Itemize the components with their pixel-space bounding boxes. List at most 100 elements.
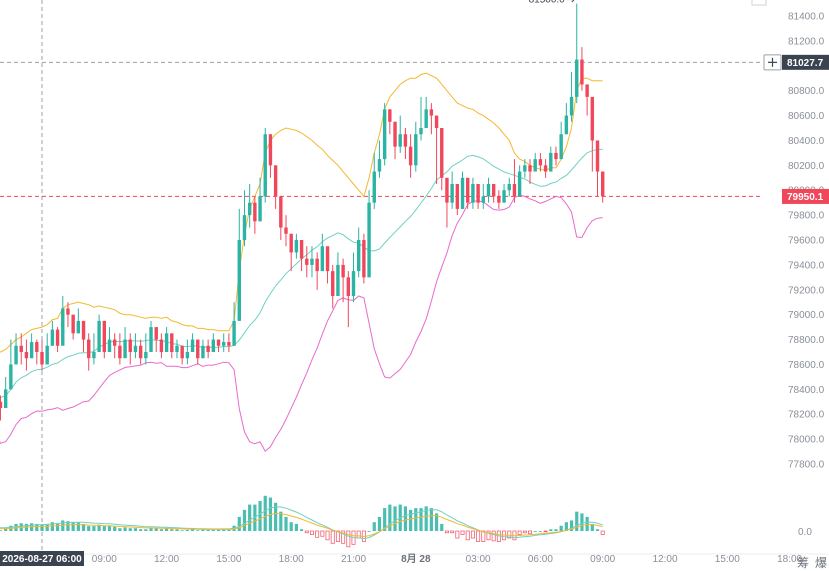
histogram-bar	[102, 526, 106, 531]
candle	[372, 152, 376, 209]
x-tick-label: 15:00	[715, 554, 740, 565]
candle	[128, 333, 132, 365]
histogram-bar	[585, 516, 589, 531]
candle	[279, 196, 283, 240]
candle-body	[580, 59, 584, 85]
candle-body	[206, 345, 210, 352]
histogram-bar	[403, 506, 408, 531]
histogram-bar	[383, 508, 387, 531]
histogram-bar	[107, 526, 112, 531]
histogram-bar	[144, 529, 148, 531]
histogram-bar	[569, 520, 574, 531]
bollinger-middle-line	[0, 148, 603, 399]
candle	[211, 333, 216, 352]
candle	[523, 159, 527, 178]
histogram-bar	[139, 529, 143, 531]
candle-body	[299, 240, 304, 259]
candle	[460, 171, 465, 209]
y-tick-label: 79600.0	[788, 236, 825, 247]
current-price-tag: 79950.1	[782, 188, 829, 204]
x-tick-label: 12:00	[652, 554, 677, 565]
candle-body	[247, 202, 252, 216]
candle	[45, 333, 49, 365]
candle-body	[81, 320, 86, 340]
indicator-histogram: 0.0	[0, 495, 812, 548]
chips-icon[interactable]: 筹	[797, 556, 809, 570]
candle-body	[216, 339, 221, 346]
histogram-bar	[434, 513, 439, 531]
histogram-bar	[258, 501, 262, 531]
y-axis: 81400.081200.081000.080800.080600.080400…	[788, 12, 825, 471]
histogram-bar	[71, 522, 75, 531]
histogram-bar	[481, 530, 486, 542]
candle-body	[164, 333, 169, 352]
candle-body	[523, 165, 527, 172]
candle-body	[564, 115, 569, 135]
histogram-bar	[294, 523, 298, 531]
candle	[164, 327, 169, 352]
candle-body	[460, 177, 465, 209]
candle-body	[419, 128, 423, 135]
candle-body	[440, 128, 444, 178]
candle-body	[533, 159, 537, 172]
histogram-bar	[40, 524, 44, 531]
bollinger-lower-line	[0, 194, 603, 452]
candle	[549, 146, 553, 172]
histogram-bar	[575, 511, 579, 531]
y-tick-label: 78200.0	[788, 410, 825, 421]
candle	[356, 227, 361, 278]
histogram-bar	[595, 529, 600, 531]
histogram-bar	[76, 522, 80, 531]
candle	[190, 333, 195, 352]
histogram-bar	[196, 530, 200, 532]
x-tick-label: 21:00	[341, 554, 366, 565]
candle-body	[123, 339, 127, 359]
histogram-bar	[133, 528, 138, 531]
histogram-bar	[128, 528, 132, 531]
candle-body	[388, 109, 392, 122]
candle	[263, 128, 267, 203]
candle	[216, 339, 221, 352]
candle-body	[336, 264, 340, 296]
candle	[440, 128, 444, 191]
y-tick-label: 79400.0	[788, 260, 825, 271]
candle-body	[590, 96, 595, 141]
x-tick-label: 12:00	[154, 554, 179, 565]
histogram-bar	[580, 513, 584, 531]
candle-body	[289, 233, 293, 253]
candle-body	[398, 134, 402, 147]
candle	[455, 184, 460, 216]
histogram-bar	[538, 531, 542, 532]
histogram-bar	[341, 530, 346, 544]
candle-body	[476, 184, 480, 203]
histogram-bar	[325, 530, 330, 541]
candle	[55, 327, 60, 352]
histogram-bar	[346, 530, 351, 548]
histogram-bar	[309, 530, 314, 535]
candle-body	[273, 165, 278, 197]
histogram-bar	[87, 526, 91, 531]
candle	[403, 128, 408, 160]
histogram-bar	[440, 523, 444, 531]
candle	[325, 246, 330, 284]
candle-body	[185, 352, 190, 359]
candle	[408, 134, 413, 178]
candle-body	[66, 308, 70, 315]
histogram-bar	[543, 530, 548, 533]
histogram-bar	[367, 531, 371, 532]
candle	[554, 146, 558, 166]
liquidation-icon[interactable]: 爆	[815, 556, 827, 570]
candle-body	[263, 134, 267, 197]
candle-body	[3, 389, 8, 408]
candle	[237, 208, 241, 321]
candle-body	[424, 109, 428, 128]
candle	[305, 246, 309, 278]
candle-body	[180, 345, 184, 359]
candle	[595, 140, 600, 197]
y-tick-label: 78000.0	[788, 435, 825, 446]
candle	[362, 233, 366, 284]
histogram-bar	[175, 529, 179, 531]
candle-body	[559, 134, 563, 160]
candle-body	[175, 345, 179, 352]
